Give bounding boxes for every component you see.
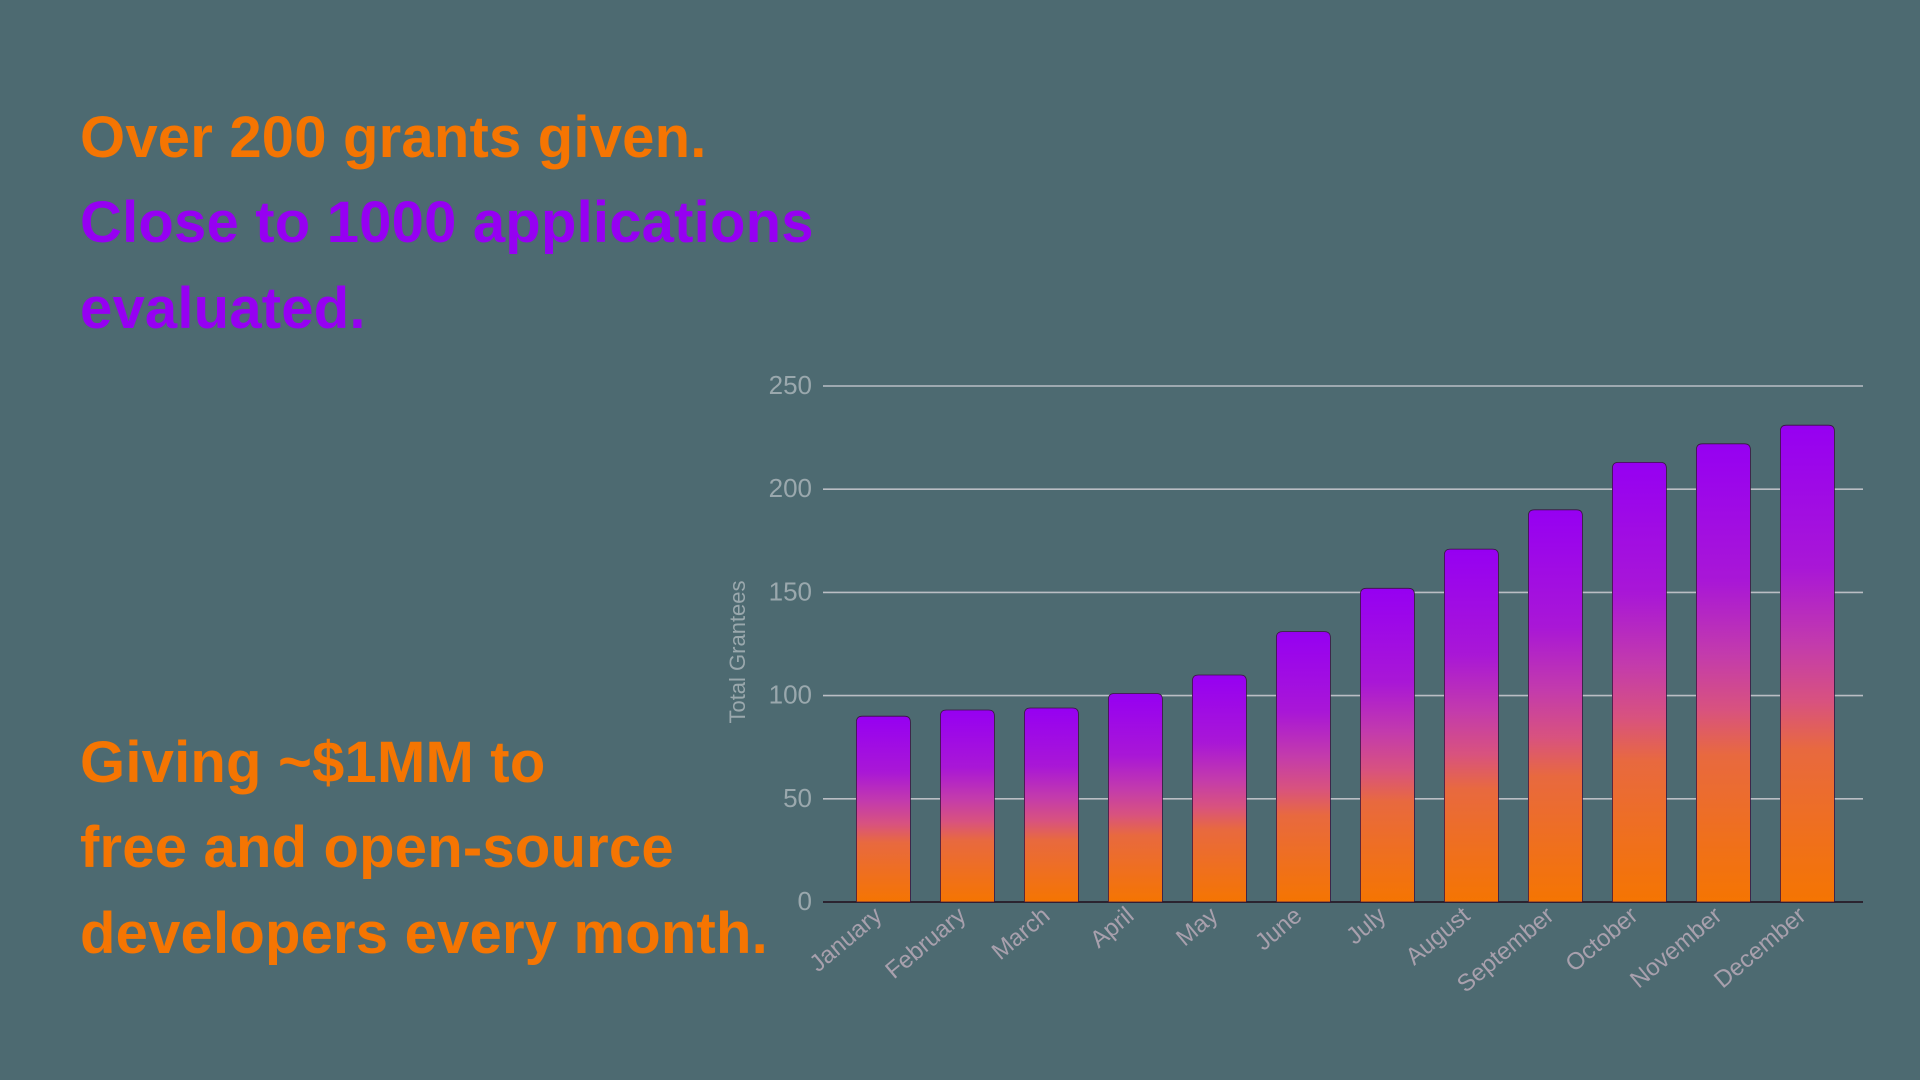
svg-text:January: January xyxy=(804,902,887,978)
svg-text:November: November xyxy=(1625,902,1727,994)
svg-text:August: August xyxy=(1401,902,1476,971)
svg-text:December: December xyxy=(1709,902,1811,994)
svg-text:March: March xyxy=(987,902,1055,966)
svg-text:October: October xyxy=(1561,902,1644,978)
svg-text:May: May xyxy=(1171,902,1223,952)
svg-text:250: 250 xyxy=(769,370,812,400)
svg-text:July: July xyxy=(1341,902,1391,950)
svg-text:February: February xyxy=(880,902,971,984)
svg-text:June: June xyxy=(1250,902,1307,956)
svg-text:100: 100 xyxy=(769,680,812,710)
svg-text:150: 150 xyxy=(769,576,812,606)
svg-text:Total Grantees: Total Grantees xyxy=(725,580,750,723)
svg-text:50: 50 xyxy=(783,783,812,813)
svg-text:April: April xyxy=(1085,902,1139,954)
svg-text:200: 200 xyxy=(769,473,812,503)
svg-text:0: 0 xyxy=(798,886,812,916)
